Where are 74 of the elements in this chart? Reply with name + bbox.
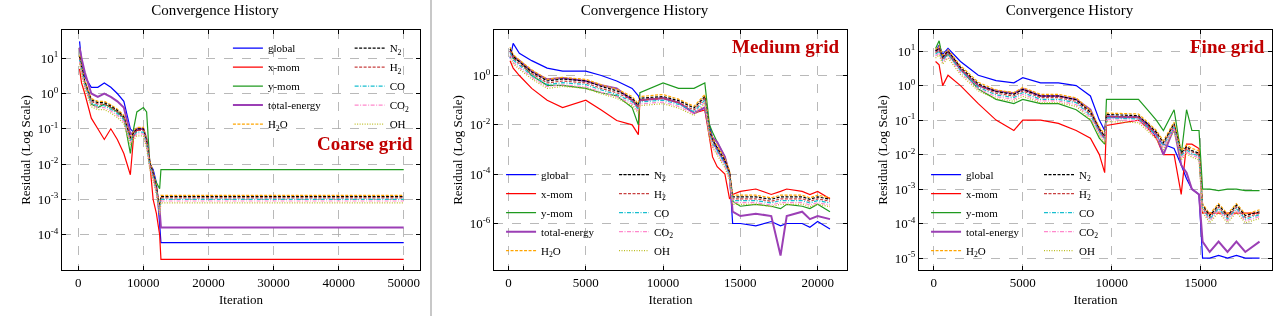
- x-tick-label: 0: [930, 274, 938, 290]
- x-tick-label: 50000: [387, 274, 420, 290]
- x-tick-label: 0: [505, 274, 512, 290]
- legend-label: H$_{2}$O: [267, 118, 288, 133]
- legend-label: x-mom: [966, 187, 999, 200]
- x-tick-label: 10000: [1095, 274, 1129, 290]
- chart-title: Convergence History: [1005, 2, 1134, 19]
- legend-label: CO: [654, 206, 670, 219]
- y-axis-title: Residual (Log Scale): [449, 95, 465, 205]
- y-axis-title: Residual (Log Scale): [17, 95, 33, 205]
- legend-label: y-mom: [267, 80, 301, 93]
- legend-label: H$_{2}$O: [966, 244, 986, 260]
- y-tick-label: 10$^{-4}$: [469, 165, 491, 182]
- y-tick-label: 10$^{-2}$: [37, 155, 59, 172]
- x-tick-label: 10000: [127, 274, 160, 290]
- x-tick-label: 10000: [646, 274, 680, 290]
- legend-label: H$_{2}$: [654, 187, 666, 203]
- x-tick-label: 20000: [801, 274, 834, 290]
- legend-label: CO$_{2}$: [1079, 225, 1099, 241]
- legend-label: N$_{2}$: [654, 168, 666, 184]
- y-tick-label: 10$^{-1}$: [894, 111, 916, 128]
- legend-label: y-mom: [541, 206, 574, 219]
- y-tick-label: 10$^{-2}$: [469, 115, 491, 133]
- legend-label: y-mom: [966, 206, 999, 219]
- legend-label: global: [267, 42, 296, 55]
- y-tick-label: 10$^{0}$: [40, 84, 59, 102]
- y-tick-label: 10$^{-1}$: [37, 119, 59, 137]
- legend-label: H$_{2}$: [389, 61, 402, 76]
- x-tick-label: 30000: [257, 274, 290, 290]
- x-tick-label: 15000: [724, 274, 757, 290]
- legend-label: global: [541, 168, 569, 181]
- y-tick-label: 10$^{1}$: [897, 42, 916, 59]
- legend-label: total-energy: [966, 225, 1020, 238]
- legend-label: CO$_{2}$: [654, 225, 674, 241]
- legend-label: H$_{2}$: [1079, 187, 1091, 203]
- legend-label: CO$_{2}$: [389, 99, 409, 114]
- x-axis-title: Iteration: [218, 292, 264, 308]
- x-tick-label: 40000: [322, 274, 355, 290]
- y-tick-label: 10$^{1}$: [40, 49, 59, 66]
- legend-label: OH: [1079, 244, 1095, 257]
- y-axis-title: Residual (Log Scale): [874, 95, 890, 205]
- legend-label: CO: [1079, 206, 1095, 219]
- y-tick-label: 10$^{-2}$: [894, 145, 916, 163]
- legend-label: total-energy: [267, 99, 322, 112]
- y-tick-label: 10$^{-3}$: [37, 190, 59, 207]
- x-tick-label: 15000: [1184, 274, 1218, 290]
- chart-title: Convergence History: [151, 2, 280, 19]
- y-tick-label: 10$^{0}$: [472, 66, 491, 84]
- x-tick-label: 20000: [192, 274, 225, 290]
- x-tick-label: 5000: [1009, 274, 1036, 290]
- legend-label: H$_{2}$O: [541, 244, 561, 260]
- legend-label: x-mom: [267, 61, 301, 74]
- x-tick-label: 5000: [572, 274, 599, 290]
- y-tick-label: 10$^{-5}$: [894, 249, 916, 266]
- x-axis-title: Iteration: [648, 292, 694, 308]
- annotation: Fine grid: [1190, 36, 1265, 57]
- legend-label: CO: [389, 80, 405, 93]
- x-tick-label: 0: [75, 274, 82, 290]
- legend-label: OH: [389, 118, 406, 131]
- y-tick-label: 10$^{-3}$: [894, 180, 916, 197]
- legend-label: OH: [654, 244, 670, 257]
- x-axis-title: Iteration: [1073, 292, 1119, 308]
- chart-title: Convergence History: [580, 2, 709, 19]
- y-tick-label: 10$^{-4}$: [894, 214, 916, 232]
- y-tick-label: 10$^{0}$: [897, 76, 916, 94]
- legend-label: N$_{2}$: [389, 42, 402, 57]
- legend-label: N$_{2}$: [1079, 168, 1091, 184]
- legend-label: total-energy: [541, 225, 595, 238]
- annotation: Medium grid: [732, 36, 840, 57]
- annotation: Coarse grid: [317, 133, 413, 154]
- y-tick-label: 10$^{-4}$: [37, 225, 59, 243]
- legend-label: global: [966, 168, 994, 181]
- y-tick-label: 10$^{-6}$: [469, 214, 491, 232]
- legend-label: x-mom: [541, 187, 574, 200]
